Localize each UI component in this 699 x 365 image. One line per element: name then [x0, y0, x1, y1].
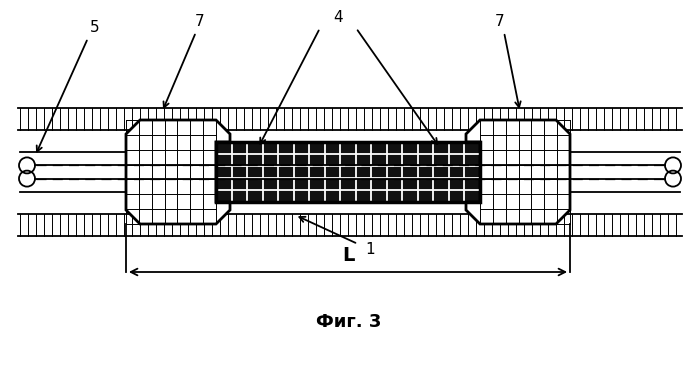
Text: 5: 5: [90, 20, 100, 35]
Text: 7: 7: [495, 15, 505, 30]
Polygon shape: [466, 120, 570, 224]
Bar: [216, 142, 480, 202]
Polygon shape: [126, 120, 230, 224]
Bar: [216, 142, 480, 202]
Text: 1: 1: [365, 242, 375, 257]
Text: 7: 7: [195, 15, 205, 30]
Text: L: L: [342, 246, 354, 265]
Text: 4: 4: [333, 11, 343, 26]
Text: Фиг. 3: Фиг. 3: [317, 313, 382, 331]
